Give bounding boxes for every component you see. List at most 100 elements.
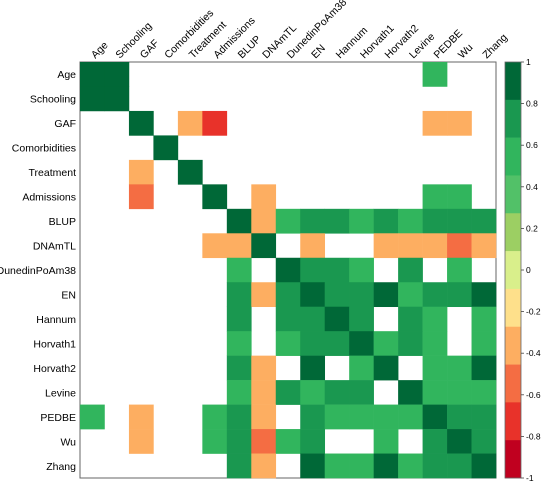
heatmap-cell-blup-en bbox=[300, 208, 326, 234]
column-label-en: EN bbox=[309, 42, 328, 61]
row-label-comorbidities: Comorbidities bbox=[12, 143, 76, 155]
heatmap-cell-horvath2-zhang bbox=[471, 355, 497, 381]
heatmap-cell-gaf-pedbe bbox=[422, 110, 448, 136]
heatmap-cell-zhang-en bbox=[300, 453, 326, 479]
row-label-blup: BLUP bbox=[49, 216, 76, 228]
column-label-wu: Wu bbox=[456, 42, 476, 62]
heatmap-cell-en-levine bbox=[398, 282, 423, 308]
heatmap-cell-dnamtl-blup bbox=[226, 233, 252, 259]
colorbar-segment bbox=[505, 137, 521, 176]
heatmap-cell-admissions-admissions bbox=[202, 184, 228, 210]
heatmap-cell-en-dunedinpoam38 bbox=[275, 282, 301, 308]
heatmap-cell-horvath1-blup bbox=[226, 331, 252, 356]
heatmap-cell-horvath2-horvath1 bbox=[349, 355, 374, 381]
heatmap-cell-dunedinpoam38-blup bbox=[226, 257, 252, 283]
row-label-age: Age bbox=[57, 69, 76, 81]
row-label-dunedinpoam38: DunedinPoAm38 bbox=[0, 265, 76, 277]
row-label-treatment: Treatment bbox=[29, 167, 77, 179]
colorbar-segment bbox=[505, 62, 521, 101]
heatmap-cell-admissions-wu bbox=[447, 184, 472, 210]
colorbar-tick-label: 1 bbox=[526, 57, 531, 67]
heatmap-cell-horvath1-horvath1 bbox=[349, 331, 374, 356]
heatmap-cell-wu-gaf bbox=[128, 429, 154, 454]
heatmap-cell-age-age bbox=[80, 62, 105, 87]
heatmap-cell-levine-en bbox=[300, 380, 326, 405]
heatmap-cell-hannum-levine bbox=[398, 306, 423, 332]
colorbar-segment bbox=[505, 251, 521, 290]
heatmap-cell-levine-pedbe bbox=[422, 380, 448, 405]
heatmap-cell-horvath1-pedbe bbox=[422, 331, 448, 356]
colorbar-tick-label: 0 bbox=[526, 265, 531, 275]
heatmap-cell-zhang-pedbe bbox=[422, 453, 448, 479]
row-label-dnamtl: DNAmTL bbox=[33, 241, 76, 253]
heatmap-cell-dunedinpoam38-levine bbox=[398, 257, 423, 283]
heatmap-cell-wu-dunedinpoam38 bbox=[275, 429, 301, 454]
heatmap-cell-levine-hannum bbox=[324, 380, 350, 405]
heatmap-cell-pedbe-admissions bbox=[202, 404, 228, 430]
heatmap-cell-dnamtl-zhang bbox=[471, 233, 497, 259]
heatmap-cell-levine-zhang bbox=[471, 380, 497, 405]
heatmap-cell-levine-levine bbox=[398, 380, 423, 405]
heatmap-cell-en-pedbe bbox=[422, 282, 448, 308]
colorbar: 1 0.8 0.6 0.4 0.2 0 -0.2 -0.4 -0.6 -0.8 -1 bbox=[504, 57, 541, 483]
heatmap-cell-pedbe-wu bbox=[447, 404, 472, 430]
heatmap-cell-admissions-pedbe bbox=[422, 184, 448, 210]
heatmap-cell-blup-horvath1 bbox=[349, 208, 374, 234]
heatmap-cell-wu-pedbe bbox=[422, 429, 448, 454]
heatmap-cell-en-en bbox=[300, 282, 326, 308]
heatmap-cell-zhang-hannum bbox=[324, 453, 350, 479]
heatmap-cell-zhang-zhang bbox=[471, 453, 497, 479]
colorbar-segment bbox=[505, 326, 521, 365]
heatmap-cell-schooling-schooling bbox=[104, 86, 130, 112]
heatmap-cell-admissions-dnamtl bbox=[251, 184, 277, 210]
heatmap-cell-en-horvath1 bbox=[349, 282, 374, 308]
heatmap-cell-horvath2-wu bbox=[447, 355, 472, 381]
heatmap-cell-en-hannum bbox=[324, 282, 350, 308]
heatmap-cell-horvath2-pedbe bbox=[422, 355, 448, 381]
heatmap-cell-treatment-treatment bbox=[177, 159, 203, 185]
heatmap-cell-gaf-gaf bbox=[128, 110, 154, 136]
colorbar-segment bbox=[505, 99, 521, 138]
heatmap-cell-en-horvath2 bbox=[373, 282, 399, 308]
row-label-zhang: Zhang bbox=[46, 461, 76, 473]
colorbar-segment bbox=[505, 213, 521, 252]
heatmap-cell-dnamtl-horvath2 bbox=[373, 233, 399, 259]
heatmap-cell-dunedinpoam38-dunedinpoam38 bbox=[275, 257, 301, 283]
row-label-horvath1: Horvath1 bbox=[33, 338, 76, 350]
heatmap-cell-pedbe-age bbox=[80, 404, 105, 430]
colorbar-tick-label: 0.6 bbox=[526, 140, 538, 150]
heatmap-cell-levine-wu bbox=[447, 380, 472, 405]
heatmap-cell-wu-zhang bbox=[471, 429, 497, 454]
heatmap-cell-age-schooling bbox=[104, 62, 130, 87]
colorbar-tick-label: 0.4 bbox=[526, 182, 538, 192]
heatmap-cell-pedbe-zhang bbox=[471, 404, 497, 430]
heatmap-cell-pedbe-horvath1 bbox=[349, 404, 374, 430]
heatmap-cell-dnamtl-dnamtl bbox=[251, 233, 277, 259]
heatmap-cell-horvath2-en bbox=[300, 355, 326, 381]
heatmap-cell-dnamtl-en bbox=[300, 233, 326, 259]
colorbar-tick-label: 0.2 bbox=[526, 223, 538, 233]
heatmap-cell-blup-levine bbox=[398, 208, 423, 234]
heatmap-cell-comorbidities-comorbidities bbox=[153, 135, 179, 161]
row-label-gaf: GAF bbox=[54, 118, 76, 130]
heatmap-cell-pedbe-blup bbox=[226, 404, 252, 430]
heatmap-cell-blup-dnamtl bbox=[251, 208, 277, 234]
colorbar-tick-label: -0.2 bbox=[526, 307, 541, 317]
heatmap-cell-zhang-horvath2 bbox=[373, 453, 399, 479]
heatmap-cell-en-wu bbox=[447, 282, 472, 308]
heatmap-cell-levine-dunedinpoam38 bbox=[275, 380, 301, 405]
heatmap-cell-horvath2-dnamtl bbox=[251, 355, 277, 381]
colorbar-tick-label: -0.6 bbox=[526, 390, 541, 400]
heatmap-cell-schooling-age bbox=[80, 86, 105, 112]
heatmap-cell-dunedinpoam38-hannum bbox=[324, 257, 350, 283]
heatmap-cell-wu-wu bbox=[447, 429, 472, 454]
heatmap-cell-hannum-dunedinpoam38 bbox=[275, 306, 301, 332]
heatmap-cell-zhang-dnamtl bbox=[251, 453, 277, 479]
colorbar-tick-label: -0.8 bbox=[526, 431, 541, 441]
heatmap-cell-dunedinpoam38-en bbox=[300, 257, 326, 283]
heatmap-cell-dnamtl-levine bbox=[398, 233, 423, 259]
heatmap-cell-gaf-wu bbox=[447, 110, 472, 136]
heatmap-cell-pedbe-pedbe bbox=[422, 404, 448, 430]
